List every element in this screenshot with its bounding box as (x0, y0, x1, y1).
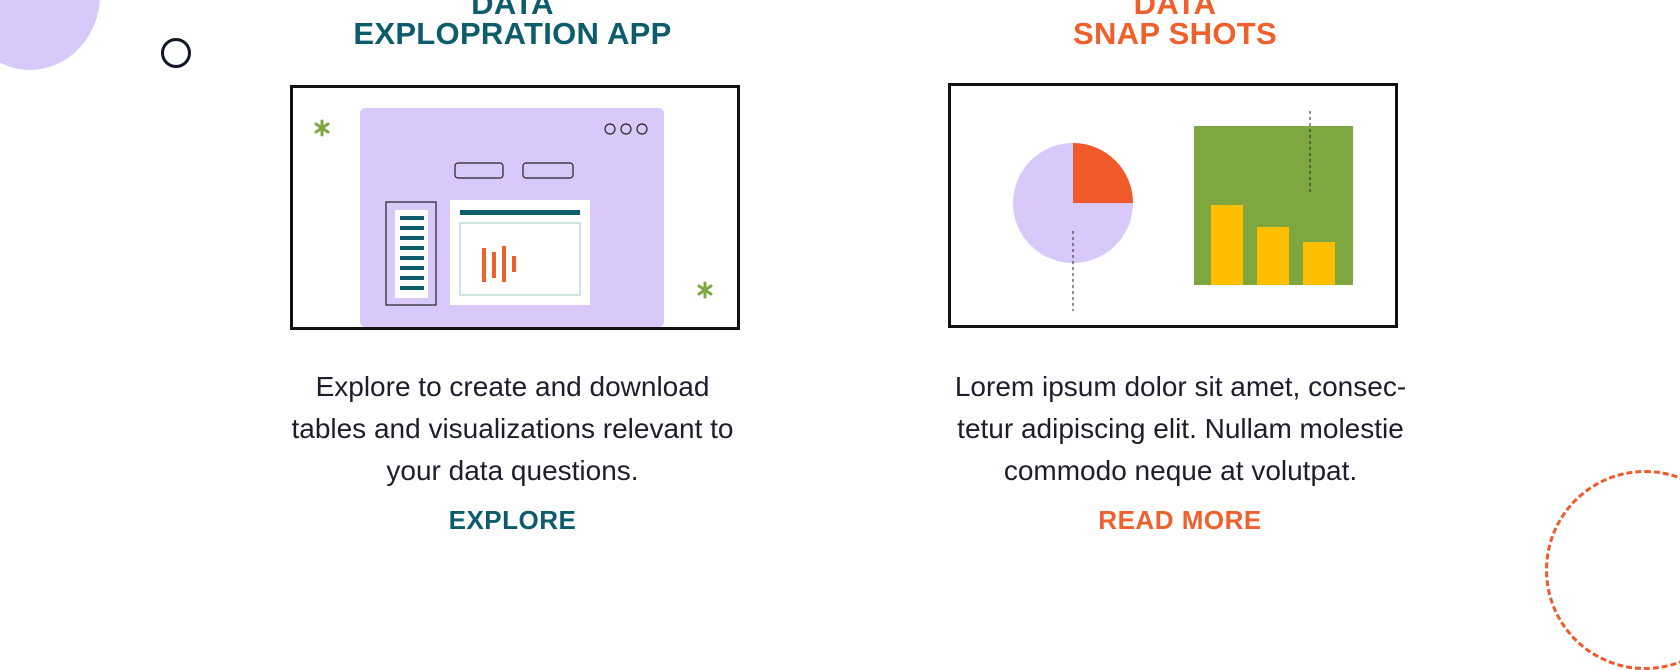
pie-chart (1013, 143, 1133, 311)
card-description: Lorem ipsum dolor sit amet, consec- tetu… (948, 366, 1413, 492)
asterisk-icon (697, 281, 713, 299)
description-line: Explore to create and download (315, 371, 710, 402)
card-description: Explore to create and download tables an… (280, 366, 745, 492)
charts-graphic (1013, 111, 1353, 311)
app-window-graphic (314, 108, 713, 327)
description-line: Lorem ipsum dolor sit amet, consec- (954, 371, 1407, 402)
card-title-line1: DATA (1133, 0, 1217, 21)
app-window-illustration (290, 85, 740, 330)
explore-link[interactable]: EXPLORE (448, 505, 577, 535)
decor-circle-outline (161, 38, 191, 68)
card-title-line2: SNAP SHOTS (1073, 16, 1277, 51)
bar (1211, 205, 1243, 285)
card-title-line1: DATA (471, 0, 554, 21)
description-line: commodo neque at volutpat. (1003, 455, 1358, 486)
charts-illustration (948, 83, 1398, 328)
decor-purple-blob (0, 0, 100, 70)
card-title: DATA SNAP SHOTS (950, 0, 1400, 52)
pie-slice (1073, 143, 1133, 203)
bar (1257, 227, 1289, 285)
decor-dashed-arc (1545, 470, 1680, 670)
card-title-line2: EXPLOPRATION APP (353, 16, 672, 51)
read-more-link[interactable]: READ MORE (1098, 505, 1262, 535)
description-line: your data questions. (386, 455, 639, 486)
bar (1303, 242, 1335, 285)
description-line: tables and visualizations relevant to (291, 413, 734, 444)
asterisk-icon (314, 119, 330, 137)
card-title: DATA EXPLOPRATION APP (290, 0, 735, 52)
description-line: tetur adipiscing elit. Nullam molestie (957, 413, 1404, 444)
